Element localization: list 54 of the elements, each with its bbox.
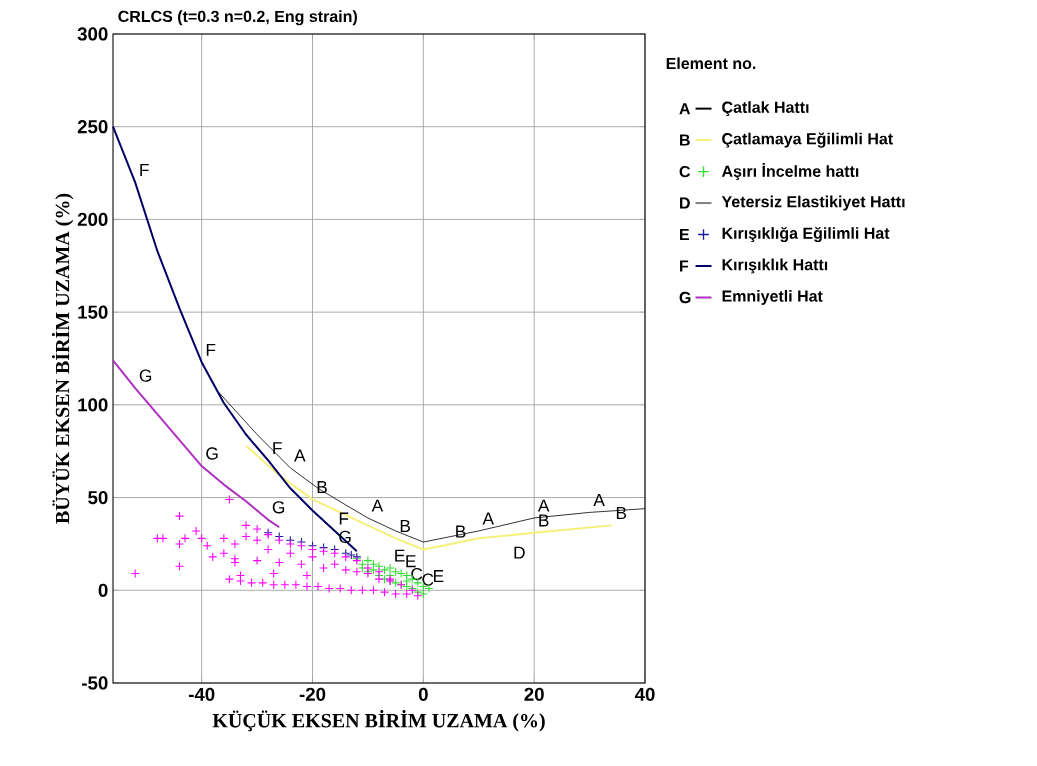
annotation: G (272, 501, 285, 514)
legend-title: Element no. (666, 57, 756, 70)
legend-label: Kırışıklık Hattı (722, 258, 828, 274)
text: A (679, 103, 691, 115)
annotation: C (422, 573, 434, 586)
legend-label: Kırışıklığa Eğilimli Hat (722, 226, 890, 243)
annotation: E (395, 549, 405, 562)
annotation: B (616, 507, 627, 519)
x-tick-label: -20 (299, 687, 326, 701)
y-tick-label: 300 (77, 27, 108, 41)
text: B (680, 134, 690, 146)
annotation: G (139, 369, 152, 382)
annotation: E (406, 555, 416, 568)
text: E (680, 229, 689, 241)
y-tick-label: 250 (77, 120, 108, 134)
legend-label: Aşırı İncelme hattı (721, 163, 859, 181)
annotation: F (140, 164, 149, 176)
y-axis-title: BÜYÜK EKSEN BİRİM UZAMA (%) (51, 193, 74, 524)
legend-label: Çatlamaya Eğilimli Hat (722, 132, 893, 148)
text: C (679, 165, 691, 178)
annotation: G (206, 447, 218, 460)
x-tick-label: 40 (634, 687, 655, 701)
annotation: B (317, 481, 327, 494)
text: D (680, 197, 690, 209)
annotation: A (537, 499, 550, 512)
annotation: B (456, 525, 466, 538)
annotation: F (273, 442, 282, 455)
text: G (679, 291, 691, 304)
text: F (680, 260, 689, 272)
annotation: A (482, 512, 495, 525)
annotation: A (593, 494, 605, 506)
legend-label: Çatlak Hattı (722, 101, 809, 117)
x-axis-title: KÜÇÜK EKSEN BİRİM UZAMA (%) (212, 710, 545, 732)
annotation: D (514, 546, 525, 559)
legend-label: Emniyetli Hat (722, 290, 823, 305)
annotation: B (539, 514, 549, 527)
x-tick-label: 20 (524, 687, 544, 701)
y-tick-label: 50 (88, 490, 108, 505)
annotation: E (434, 570, 444, 583)
annotation: F (339, 512, 349, 525)
y-tick-label: 0 (98, 583, 108, 597)
legend-label: Yetersiz Elastikiyet Hattı (721, 195, 905, 211)
annotation: F (206, 343, 216, 356)
x-tick-label: 0 (418, 687, 428, 701)
x-tick-label: -40 (188, 687, 215, 701)
y-tick-label: 100 (78, 398, 108, 412)
y-tick-label: -50 (82, 676, 108, 690)
annotation: A (371, 499, 384, 512)
annotation: C (411, 567, 423, 581)
y-tick-label: 150 (78, 305, 108, 319)
annotation: A (294, 449, 306, 462)
chart-title: CRLCS (t=0.3 n=0.2, Eng strain) (118, 10, 357, 26)
y-tick-label: 200 (77, 212, 108, 227)
annotation: B (400, 520, 411, 532)
